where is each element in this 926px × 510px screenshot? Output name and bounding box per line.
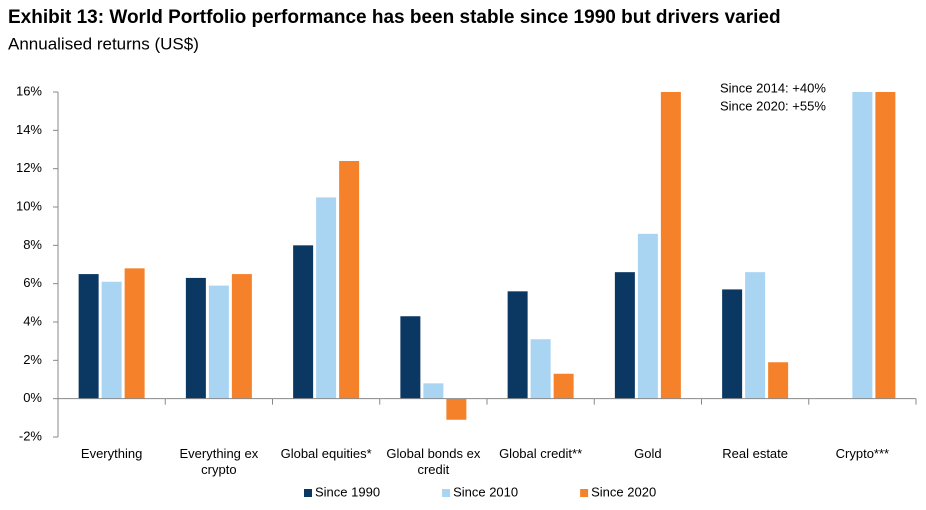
bar bbox=[875, 92, 896, 399]
annotation: Since 2020: +55% bbox=[720, 98, 826, 113]
bar bbox=[423, 383, 444, 399]
bar bbox=[768, 362, 789, 399]
bar bbox=[660, 92, 681, 399]
bar bbox=[231, 274, 252, 399]
chart-title: Exhibit 13: World Portfolio performance … bbox=[8, 7, 781, 28]
y-tick-label: 16% bbox=[16, 83, 42, 98]
y-tick-label: 8% bbox=[23, 237, 42, 252]
y-tick-label: 10% bbox=[16, 198, 42, 213]
legend-swatch bbox=[580, 489, 589, 497]
bar bbox=[852, 92, 873, 399]
x-tick-label: Global credit** bbox=[499, 446, 583, 461]
bar bbox=[530, 339, 551, 399]
legend-label: Since 1990 bbox=[315, 484, 380, 499]
x-tick-label: Global bonds ex credit bbox=[386, 446, 481, 477]
bar bbox=[507, 291, 528, 399]
bar bbox=[400, 316, 421, 399]
legend-swatch bbox=[304, 489, 312, 497]
legend-swatch bbox=[442, 489, 451, 497]
bar bbox=[745, 272, 766, 399]
x-tick-label: Everything ex crypto bbox=[179, 446, 259, 477]
bar bbox=[316, 197, 337, 399]
bar bbox=[185, 277, 206, 399]
y-tick-label: 12% bbox=[16, 160, 42, 175]
bar bbox=[722, 289, 743, 399]
x-tick-label: Real estate bbox=[722, 446, 788, 461]
legend-label: Since 2020 bbox=[591, 484, 656, 499]
bar bbox=[293, 245, 314, 399]
y-tick-label: 6% bbox=[23, 275, 42, 290]
x-tick-label: Global equities* bbox=[280, 446, 372, 461]
y-tick-label: 0% bbox=[23, 390, 42, 405]
x-tick-label: Crypto*** bbox=[835, 446, 890, 461]
plot-area bbox=[78, 92, 896, 420]
y-tick-label: 14% bbox=[16, 122, 42, 137]
bar bbox=[553, 373, 574, 399]
bar bbox=[637, 233, 658, 399]
legend-label: Since 2010 bbox=[453, 484, 518, 499]
bar bbox=[78, 274, 99, 399]
bar bbox=[101, 281, 122, 399]
bar bbox=[446, 398, 467, 420]
bar bbox=[614, 272, 635, 399]
x-tick-label: Gold bbox=[634, 446, 662, 461]
y-tick-label: -2% bbox=[19, 428, 43, 443]
bar bbox=[339, 161, 360, 399]
chart-subtitle: Annualised returns (US$) bbox=[8, 34, 199, 53]
annotation: Since 2014: +40% bbox=[720, 80, 826, 95]
bar bbox=[208, 285, 229, 399]
y-tick-label: 2% bbox=[23, 352, 42, 367]
x-tick-label: Everything bbox=[80, 446, 143, 461]
y-tick-label: 4% bbox=[23, 313, 42, 328]
bar bbox=[124, 268, 145, 399]
